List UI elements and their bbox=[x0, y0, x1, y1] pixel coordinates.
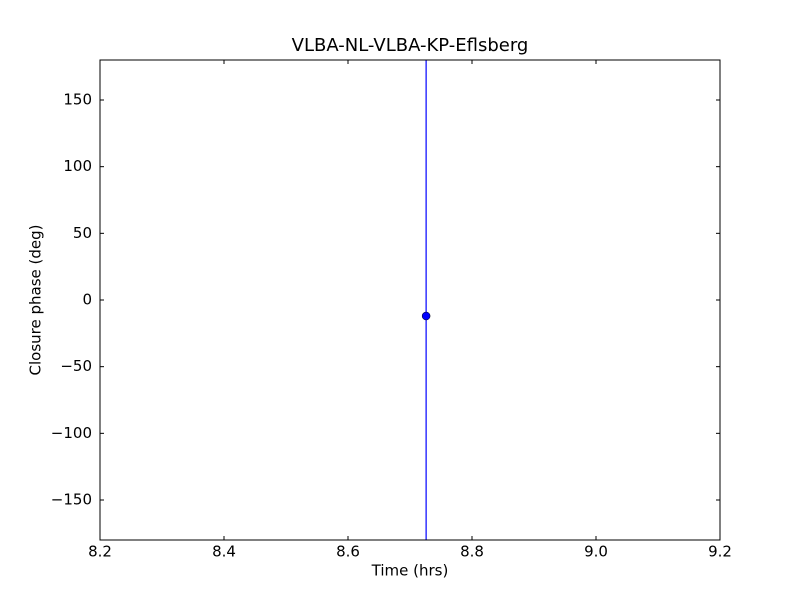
x-tick-label: 8.2 bbox=[88, 543, 112, 561]
y-tick-label: −50 bbox=[60, 357, 92, 375]
x-tick-label: 8.6 bbox=[336, 543, 360, 561]
x-tick-label: 9.0 bbox=[584, 543, 608, 561]
data-point bbox=[421, 311, 431, 321]
y-tick-label: 50 bbox=[73, 224, 92, 242]
x-tick-label: 8.4 bbox=[212, 543, 236, 561]
x-tick-label: 9.2 bbox=[708, 543, 732, 561]
y-tick-label: −150 bbox=[51, 491, 92, 509]
x-tick-label: 8.8 bbox=[460, 543, 484, 561]
chart-title: VLBA-NL-VLBA-KP-Eflsberg bbox=[292, 35, 529, 56]
y-tick-label: 150 bbox=[63, 91, 92, 109]
y-axis-label: Closure phase (deg) bbox=[27, 225, 45, 376]
plot-area bbox=[421, 60, 431, 540]
y-tick-label: 0 bbox=[82, 291, 92, 309]
y-tick-label: 100 bbox=[63, 157, 92, 175]
x-axis-label: Time (hrs) bbox=[371, 562, 449, 580]
y-tick-label: −100 bbox=[51, 424, 92, 442]
